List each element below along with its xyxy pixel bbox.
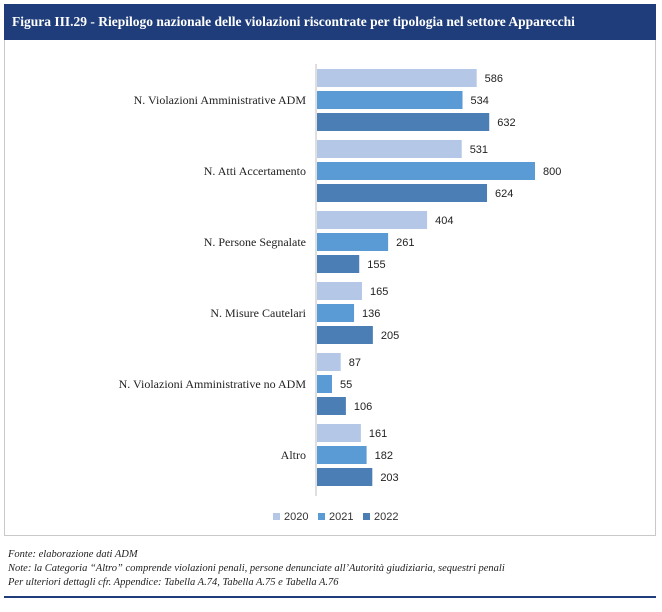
- bar-n-violazioni-amministrative-adm-2021: [317, 91, 463, 109]
- category-label-altro: Altro: [281, 448, 306, 462]
- bar-altro-2020: [317, 424, 361, 442]
- bar-n-misure-cautelari-2020: [317, 282, 362, 300]
- value-label-altro-2020: 161: [369, 428, 387, 440]
- category-label-n-violazioni-amministrative-no-adm: N. Violazioni Amministrative no ADM: [119, 377, 307, 391]
- legend: 2020 2021 2022: [273, 511, 398, 523]
- bar-n-persone-segnalate-2022: [317, 255, 360, 273]
- value-label-n-misure-cautelari-2021: 136: [362, 308, 380, 320]
- details-note: Per ulteriori dettagli cfr. Appendice: T…: [8, 577, 339, 588]
- bar-altro-2021: [317, 446, 367, 464]
- bar-n-violazioni-amministrative-no-adm-2021: [317, 375, 332, 393]
- value-label-n-misure-cautelari-2020: 165: [370, 286, 388, 298]
- legend-label-2022: 2022: [374, 511, 398, 523]
- bar-n-violazioni-amministrative-no-adm-2022: [317, 397, 346, 415]
- category-label-n-atti-accertamento: N. Atti Accertamento: [204, 164, 306, 178]
- bar-n-atti-accertamento-2020: [317, 140, 462, 158]
- value-label-n-violazioni-amministrative-no-adm-2022: 106: [354, 401, 372, 413]
- bar-n-misure-cautelari-2022: [317, 326, 373, 344]
- legend-label-2021: 2021: [329, 511, 353, 523]
- bar-n-violazioni-amministrative-no-adm-2020: [317, 353, 341, 371]
- bar-altro-2022: [317, 468, 373, 486]
- value-label-n-atti-accertamento-2022: 624: [495, 188, 513, 200]
- bar-chart: N. Violazioni Amministrative ADM 586 534 63…: [119, 64, 561, 523]
- source-note: Fonte: elaborazione dati ADM: [8, 549, 138, 560]
- legend-swatch-2022: [363, 513, 370, 520]
- value-label-n-persone-segnalate-2021: 261: [396, 237, 414, 249]
- value-label-n-misure-cautelari-2022: 205: [381, 330, 399, 342]
- legend-swatch-2020: [273, 513, 280, 520]
- value-label-n-violazioni-amministrative-no-adm-2021: 55: [340, 379, 352, 391]
- legend-swatch-2021: [318, 513, 325, 520]
- value-label-n-violazioni-amministrative-no-adm-2020: 87: [349, 357, 361, 369]
- value-label-n-persone-segnalate-2020: 404: [435, 215, 453, 227]
- notes: Fonte: elaborazione dati ADM Note: la Ca…: [8, 548, 648, 590]
- value-label-n-atti-accertamento-2021: 800: [543, 166, 561, 178]
- bar-n-persone-segnalate-2020: [317, 211, 428, 229]
- bar-n-misure-cautelari-2021: [317, 304, 355, 322]
- bar-n-atti-accertamento-2021: [317, 162, 535, 180]
- value-label-n-violazioni-amministrative-adm-2021: 534: [471, 95, 489, 107]
- bar-n-violazioni-amministrative-adm-2020: [317, 69, 477, 87]
- figure-title: Figura III.29 - Riepilogo nazionale dell…: [4, 4, 656, 40]
- value-label-altro-2021: 182: [375, 450, 393, 462]
- value-label-n-persone-segnalate-2022: 155: [367, 259, 385, 271]
- legend-label-2020: 2020: [284, 511, 308, 523]
- bar-n-persone-segnalate-2021: [317, 233, 389, 251]
- category-label-n-violazioni-amministrative-adm: N. Violazioni Amministrative ADM: [134, 93, 307, 107]
- category-label-n-persone-segnalate: N. Persone Segnalate: [204, 235, 306, 249]
- value-label-n-violazioni-amministrative-adm-2020: 586: [485, 73, 503, 85]
- category-label-n-misure-cautelari: N. Misure Cautelari: [210, 306, 306, 320]
- bar-n-violazioni-amministrative-adm-2022: [317, 113, 490, 131]
- value-label-n-atti-accertamento-2020: 531: [470, 144, 488, 156]
- bottom-rule: [4, 596, 656, 598]
- value-label-n-violazioni-amministrative-adm-2022: 632: [497, 117, 515, 129]
- category-note: Note: la Categoria “Altro” comprende vio…: [8, 563, 505, 574]
- bar-n-atti-accertamento-2022: [317, 184, 488, 202]
- value-label-altro-2022: 203: [380, 472, 398, 484]
